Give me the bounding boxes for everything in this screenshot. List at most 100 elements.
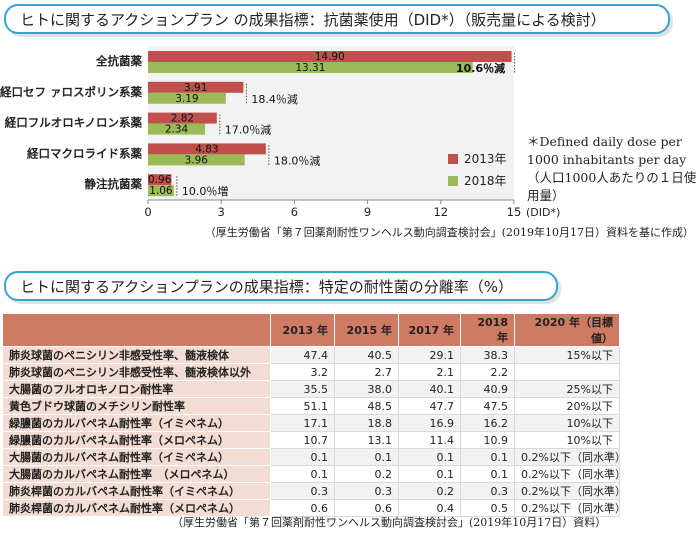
bar: [148, 112, 217, 124]
bar: [148, 123, 206, 135]
change-annotation: 10.6％減: [456, 61, 505, 75]
table-row-label: 大腸菌のカルバペネム耐性率 （メロペネム）: [2, 465, 271, 483]
table-row: 肺炎桿菌のカルバペネム耐性率（イミペネム） 0.3 0.3 0.2 0.3 0.2%以下（…: [2, 482, 626, 500]
bar: [148, 174, 172, 186]
table-cell: 20%以下: [514, 397, 620, 415]
bar-value-label: 1.06: [149, 185, 173, 197]
table-cell: 0.1: [460, 448, 515, 466]
bar-value-label: 13.31: [295, 62, 325, 74]
table-cell: 47.7: [398, 397, 461, 415]
table-cell: 0.3: [460, 482, 515, 500]
table-cell: 0.1: [334, 448, 399, 466]
bar-value-label: 4.83: [195, 143, 218, 155]
table-row-label: 緑膿菌のカルバペネム耐性率（メロペネム）: [2, 431, 271, 449]
legend-swatch: [448, 176, 458, 186]
table-row-label: 肺炎球菌のペニシリン非感受性率、髄液検体: [2, 346, 271, 364]
table-cell: 47.5: [460, 397, 515, 415]
table-cell: 18.8: [334, 414, 399, 432]
table-cell: 2.2: [460, 363, 515, 381]
table-header-cell: 2020 年（目標値）: [514, 313, 620, 347]
table-cell: 0.1: [460, 465, 515, 483]
x-tick-label: 0: [144, 205, 151, 219]
table-cell: 3.2: [270, 363, 335, 381]
table-cell: 0.1: [398, 448, 461, 466]
table-cell: 0.1: [398, 465, 461, 483]
bar: [148, 51, 512, 62]
table-row: 肺炎桿菌のカルバペネム耐性率（メロペネム） 0.6 0.6 0.4 0.5 0.2%以下（…: [2, 499, 626, 517]
table-cell: 10.9: [460, 431, 515, 449]
table-row: 緑膿菌のカルバペネム耐性率（メロペネム） 10.7 13.1 11.4 10.9 10%以…: [2, 431, 620, 449]
table-header-cell: [2, 313, 271, 347]
change-annotation: 18.4％減: [251, 92, 297, 106]
bar-value-label: 2.34: [165, 124, 189, 136]
table-row-label: 緑膿菌のカルバペネム耐性率（イミペネム）: [2, 414, 271, 432]
change-annotation: 10.0％増: [182, 185, 229, 198]
bar: [148, 62, 473, 73]
did-definition-note: ＊Defined daily dose per 1000 inhabitants…: [527, 134, 697, 203]
bar-value-label: 3.91: [184, 82, 207, 94]
table-source-note: （厚生労働省「第７回薬剤耐性ワンヘルス動向調査検討会」(2019年10月17日）…: [172, 516, 607, 529]
x-axis-label: (DID*): [526, 206, 560, 219]
section2-title: ヒトに関するアクションプランの成果指標：特定の耐性菌の分離率（%）: [4, 271, 558, 301]
table-cell: 0.6: [270, 499, 335, 517]
table-row: 肺炎球菌のペニシリン非感受性率、髄液検体以外 3.2 2.7 2.1 2.2: [2, 363, 620, 381]
bar: [148, 81, 244, 93]
table-row: 大腸菌のフルオロキノロン耐性率 35.5 38.0 40.1 40.9 25%以下: [2, 380, 620, 398]
legend-swatch: [448, 154, 458, 164]
table-cell: 16.2: [460, 414, 515, 432]
table-cell: 15%以下: [514, 346, 620, 364]
table-cell: 2.7: [334, 363, 399, 381]
table-cell: 10.7: [270, 431, 335, 449]
category-label: 全抗菌薬: [95, 54, 142, 68]
legend-label: 2013年: [464, 152, 507, 166]
table-row: 大腸菌のカルバペネム耐性率 （メロペネム） 0.1 0.2 0.1 0.1 0.2%以下（…: [2, 465, 626, 483]
bar-value-label: 14.90: [315, 51, 345, 63]
bar-value-label: 3.19: [175, 93, 198, 105]
table-cell: 16.9: [398, 414, 461, 432]
table-cell: 0.3: [270, 482, 335, 500]
bar: [148, 185, 174, 197]
table-cell: 51.1: [270, 397, 335, 415]
table-row: 黄色ブドウ球菌のメチシリン耐性率 51.1 48.5 47.7 47.5 20%以下: [2, 397, 620, 415]
table-cell: 0.1: [270, 465, 335, 483]
bar: [148, 92, 226, 104]
x-tick-label: 15: [507, 205, 522, 219]
table-cell: 0.2: [398, 482, 461, 500]
category-label: 経口フルオロキノロン系薬: [5, 116, 143, 130]
table-cell: 0.2: [334, 465, 399, 483]
table-cell: 0.2%以下（同水準）: [514, 465, 626, 483]
table-cell: 0.3: [334, 482, 399, 500]
x-tick-label: 9: [364, 205, 371, 219]
table-header-cell: 2015 年: [334, 313, 399, 347]
table-cell: 40.1: [398, 380, 461, 398]
change-annotation: 18.0％減: [274, 153, 321, 167]
table-cell: 40.5: [334, 346, 399, 364]
resistant-bacteria-table: 2013 年 2015 年 2017 年 2018 年 2020 年（目標値） 肺炎球菌…: [2, 313, 626, 517]
category-label: 経口マクロライド系薬: [27, 146, 142, 160]
table-header-cell: 2017 年: [398, 313, 461, 347]
table-cell: 38.0: [334, 380, 399, 398]
category-label: 経口セフ ァロスポリン系薬: [0, 85, 142, 99]
table-row-label: 黄色ブドウ球菌のメチシリン耐性率: [2, 397, 271, 415]
table-header-row: 2013 年 2015 年 2017 年 2018 年 2020 年（目標値）: [2, 313, 620, 347]
table-cell: 0.5: [460, 499, 515, 517]
table-cell: 2.1: [398, 363, 461, 381]
table-cell: 0.6: [334, 499, 399, 517]
legend-label: 2018年: [464, 174, 507, 188]
table-cell: 0.2%以下（同水準）: [514, 499, 626, 517]
table-cell: 10%以下: [514, 431, 620, 449]
table-cell: 13.1: [334, 431, 399, 449]
bar: [148, 143, 266, 155]
table-cell: 47.4: [270, 346, 335, 364]
table-row-label: 大腸菌のフルオロキノロン耐性率: [2, 380, 271, 398]
chart-source-note: （厚生労働省「第７回薬剤耐性ワンヘルス動向調査検討会」(2019年10月17日）…: [204, 226, 694, 239]
table-cell: 38.3: [460, 346, 515, 364]
table-cell: 10%以下: [514, 414, 620, 432]
bar-value-label: 2.82: [171, 113, 194, 125]
table-row: 肺炎球菌のペニシリン非感受性率、髄液検体 47.4 40.5 29.1 38.3 15%以…: [2, 346, 620, 364]
bar-value-label: 0.96: [148, 174, 172, 186]
table-row: 緑膿菌のカルバペネム耐性率（イミペネム） 17.1 18.8 16.9 16.2 10%以…: [2, 414, 620, 432]
change-annotation: 17.0％減: [225, 123, 271, 137]
table-row-label: 大腸菌のカルバペネム耐性率（イミペネム）: [2, 448, 271, 466]
